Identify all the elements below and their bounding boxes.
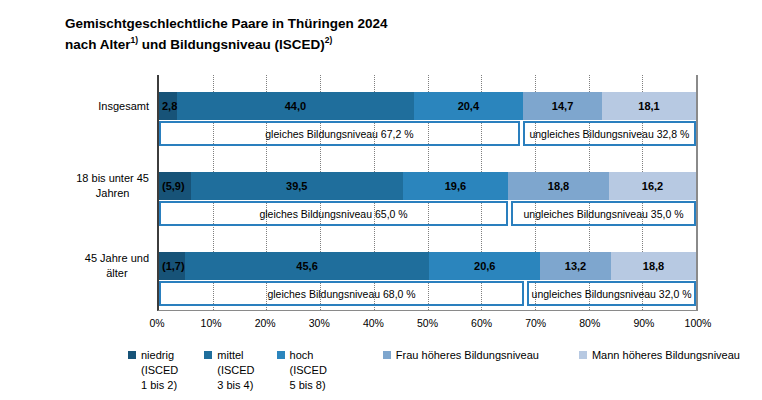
x-tick-label-100: 100% xyxy=(676,317,720,329)
bar-segment-niedrig: (1,7) xyxy=(159,252,185,280)
bar-segment-frau: 18,8 xyxy=(508,172,609,200)
x-tick-label-80: 80% xyxy=(568,317,612,329)
footnote-marker-2: 2) xyxy=(325,35,333,45)
chart-figure: Gemischtgeschlechtliche Paare in Thüring… xyxy=(0,0,762,400)
category-label: 18 bis unter 45Jahren xyxy=(29,172,149,200)
legend-item-label: Mann höheres Bildungsniveau xyxy=(592,348,740,363)
legend-item-3: Frau höheres Bildungsniveau xyxy=(383,348,539,363)
ungleiches-bildungsniveau-box: ungleiches Bildungsniveau 32,0 % xyxy=(527,281,696,306)
bar-segment-mann: 18,8 xyxy=(611,252,696,280)
gleiches-bildungsniveau-label: gleiches Bildungsniveau 68,0 % xyxy=(267,288,415,300)
legend-swatch-icon xyxy=(383,351,391,359)
ungleiches-bildungsniveau-box: ungleiches Bildungsniveau 32,8 % xyxy=(523,121,696,146)
bar-value-label: 13,2 xyxy=(565,260,586,272)
legend-item-label: mittel(ISCED3 bis 4) xyxy=(217,348,254,393)
bar-value-label: 18,8 xyxy=(643,260,664,272)
legend-item-2: hoch(ISCED5 bis 8) xyxy=(277,348,327,393)
bar-segment-hoch: 20,6 xyxy=(429,252,540,280)
bar-value-label: 19,6 xyxy=(445,180,466,192)
x-tick-label-60: 60% xyxy=(460,317,504,329)
legend-item-4: Mann höheres Bildungsniveau xyxy=(579,348,740,363)
x-tick-label-90: 90% xyxy=(622,317,666,329)
chart-title-line1: Gemischtgeschlechtliche Paare in Thüring… xyxy=(65,14,388,34)
gleiches-bildungsniveau-label: gleiches Bildungsniveau 67,2 % xyxy=(265,128,413,140)
bar-value-label: 16,2 xyxy=(642,180,663,192)
bar-value-label: 14,7 xyxy=(552,100,573,112)
category-label-text: Insgesamt xyxy=(98,99,149,114)
x-tick-label-0: 0% xyxy=(135,317,179,329)
bar-segment-mittel: 39,5 xyxy=(191,172,403,200)
bar-value-label: 44,0 xyxy=(285,100,306,112)
stacked-bar: (1,7) 45,6 20,6 13,2 18,8 xyxy=(159,252,696,280)
x-axis-tick-labels: 0%10%20%30%40%50%60%70%80%90%100% xyxy=(157,317,698,331)
ungleiches-bildungsniveau-box: ungleiches Bildungsniveau 35,0 % xyxy=(511,201,696,226)
legend-item-label: Frau höheres Bildungsniveau xyxy=(396,348,539,363)
bar-segment-mann: 18,1 xyxy=(602,92,696,120)
x-tick-label-40: 40% xyxy=(351,317,395,329)
legend-swatch-icon xyxy=(579,351,587,359)
legend-item-0: niedrig(ISCED1 bis 2) xyxy=(128,348,178,393)
chart-title-line2: nach Alter1) und Bildungsniveau (ISCED)2… xyxy=(65,34,388,55)
x-tick-label-10: 10% xyxy=(189,317,233,329)
bar-value-label: (5,9) xyxy=(159,180,185,192)
category-label: 45 Jahre undälter xyxy=(29,252,149,280)
x-tick-label-30: 30% xyxy=(297,317,341,329)
bar-value-label: 39,5 xyxy=(286,180,307,192)
legend-item-label: niedrig(ISCED1 bis 2) xyxy=(141,348,178,393)
bar-segment-mittel: 44,0 xyxy=(177,92,413,120)
plot-area: Insgesamt2,844,020,414,718,1gleiches Bil… xyxy=(157,75,698,311)
bar-value-label: (1,7) xyxy=(159,260,185,272)
legend-swatch-icon xyxy=(277,351,285,359)
footnote-marker-1: 1) xyxy=(131,35,139,45)
bar-segment-mittel: 45,6 xyxy=(185,252,430,280)
ungleiches-bildungsniveau-label: ungleiches Bildungsniveau 32,8 % xyxy=(529,128,689,140)
bar-value-label: 20,4 xyxy=(458,100,479,112)
bar-value-label: 18,8 xyxy=(548,180,569,192)
legend-swatch-icon xyxy=(204,351,212,359)
bar-segment-frau: 14,7 xyxy=(523,92,602,120)
bar-segment-frau: 13,2 xyxy=(540,252,611,280)
bar-segment-hoch: 19,6 xyxy=(403,172,508,200)
category-label-text: 18 bis unter 45Jahren xyxy=(76,171,149,201)
category-label: Insgesamt xyxy=(29,92,149,120)
gleiches-bildungsniveau-label: gleiches Bildungsniveau 65,0 % xyxy=(259,208,407,220)
chart-title: Gemischtgeschlechtliche Paare in Thüring… xyxy=(65,14,388,55)
legend-swatch-icon xyxy=(128,351,136,359)
stacked-bar: (5,9) 39,5 19,6 18,8 16,2 xyxy=(159,172,696,200)
bar-value-label: 20,6 xyxy=(474,260,495,272)
bar-value-label: 45,6 xyxy=(296,260,317,272)
ungleiches-bildungsniveau-label: ungleiches Bildungsniveau 35,0 % xyxy=(524,208,684,220)
bar-segment-niedrig: (5,9) xyxy=(159,172,191,200)
x-tick-label-20: 20% xyxy=(243,317,287,329)
stacked-bar: 2,8 44,0 20,4 14,7 18,1 xyxy=(159,92,696,120)
gleiches-bildungsniveau-box: gleiches Bildungsniveau 68,0 % xyxy=(159,281,524,306)
bar-value-label: 2,8 xyxy=(159,100,177,112)
bar-segment-mann: 16,2 xyxy=(609,172,696,200)
gleiches-bildungsniveau-box: gleiches Bildungsniveau 67,2 % xyxy=(159,121,520,146)
bar-segment-niedrig: 2,8 xyxy=(159,92,177,120)
gleiches-bildungsniveau-box: gleiches Bildungsniveau 65,0 % xyxy=(159,201,508,226)
chart-legend: niedrig(ISCED1 bis 2) mittel(ISCED3 bis 4… xyxy=(128,348,740,393)
legend-item-1: mittel(ISCED3 bis 4) xyxy=(204,348,254,393)
bar-value-label: 18,1 xyxy=(638,100,659,112)
ungleiches-bildungsniveau-label: ungleiches Bildungsniveau 32,0 % xyxy=(532,288,692,300)
bar-segment-hoch: 20,4 xyxy=(414,92,524,120)
x-tick-label-50: 50% xyxy=(406,317,450,329)
x-tick-label-70: 70% xyxy=(514,317,558,329)
legend-item-label: hoch(ISCED5 bis 8) xyxy=(290,348,327,393)
category-label-text: 45 Jahre undälter xyxy=(85,251,149,281)
